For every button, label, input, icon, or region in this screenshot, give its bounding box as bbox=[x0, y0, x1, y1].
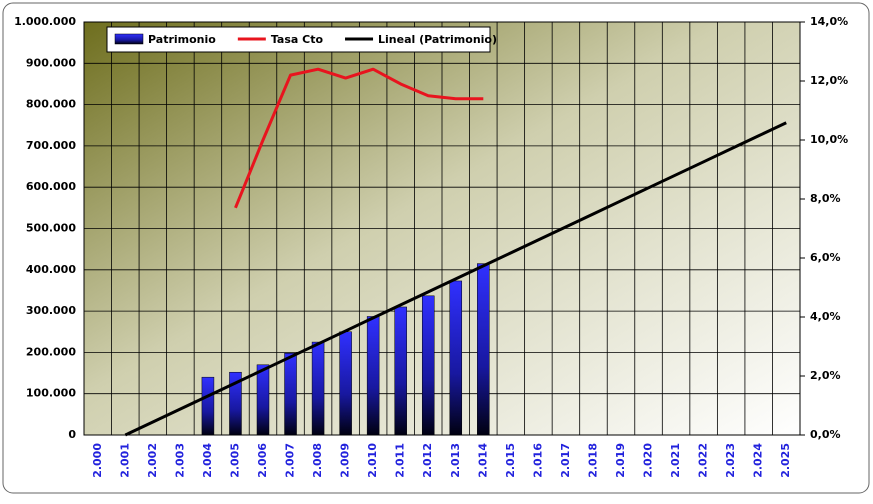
bar bbox=[366, 316, 380, 436]
y-tick-label: 100.000 bbox=[26, 387, 76, 400]
y2-tick-label: 6,0% bbox=[810, 251, 841, 264]
x-tick-label: 2.023 bbox=[724, 443, 737, 478]
y2-tick-label: 12,0% bbox=[810, 74, 848, 87]
x-tick-label: 2.006 bbox=[256, 443, 269, 478]
bar bbox=[477, 263, 490, 436]
x-tick-label: 2.003 bbox=[173, 443, 186, 478]
bar bbox=[339, 331, 352, 436]
y-tick-label: 200.000 bbox=[26, 345, 76, 358]
x-tick-label: 2.001 bbox=[118, 443, 131, 478]
legend-label: Patrimonio bbox=[148, 33, 216, 46]
x-tick-label: 2.022 bbox=[697, 443, 710, 478]
bar bbox=[284, 352, 297, 436]
x-tick-label: 2.000 bbox=[91, 443, 104, 478]
y-tick-label: 700.000 bbox=[26, 139, 76, 152]
x-tick-label: 2.014 bbox=[476, 443, 489, 478]
x-tick-label: 2.009 bbox=[339, 443, 352, 478]
x-tick-label: 2.020 bbox=[642, 443, 655, 478]
line bbox=[234, 67, 484, 209]
x-tick-label: 2.015 bbox=[504, 443, 517, 478]
y2-tick-label: 10,0% bbox=[810, 133, 848, 146]
y2-tick-label: 4,0% bbox=[810, 310, 841, 323]
y-tick-label: 300.000 bbox=[26, 304, 76, 317]
legend-label: Lineal (Patrimonio) bbox=[378, 33, 497, 46]
y2-tick-label: 0,0% bbox=[810, 428, 841, 441]
y2-tick-label: 8,0% bbox=[810, 192, 841, 205]
x-tick-label: 2.011 bbox=[394, 443, 407, 478]
legend-label: Tasa Cto bbox=[271, 33, 324, 46]
x-tick-label: 2.018 bbox=[586, 443, 599, 478]
bar bbox=[394, 306, 407, 436]
x-tick-label: 2.021 bbox=[669, 443, 682, 478]
y-tick-label: 900.000 bbox=[26, 56, 76, 69]
x-tick-label: 2.002 bbox=[146, 443, 159, 478]
x-tick-label: 2.019 bbox=[614, 443, 627, 478]
bar bbox=[421, 295, 435, 436]
y2-tick-label: 14,0% bbox=[810, 15, 848, 28]
bar bbox=[201, 376, 215, 436]
x-tick-label: 2.004 bbox=[201, 443, 214, 478]
x-tick-label: 2.012 bbox=[421, 443, 434, 478]
y-tick-label: 1.000.000 bbox=[14, 15, 76, 28]
legend-swatch bbox=[114, 33, 144, 45]
y-tick-label: 600.000 bbox=[26, 180, 76, 193]
x-tick-label: 2.017 bbox=[559, 443, 572, 478]
x-tick-label: 2.016 bbox=[531, 443, 544, 478]
bar bbox=[229, 371, 242, 436]
bar bbox=[311, 341, 325, 436]
x-tick-label: 2.024 bbox=[752, 443, 765, 478]
bar bbox=[256, 364, 270, 436]
y-tick-label: 0 bbox=[68, 428, 76, 441]
line bbox=[124, 121, 787, 437]
y2-tick-label: 2,0% bbox=[810, 369, 841, 382]
x-tick-label: 2.005 bbox=[228, 443, 241, 478]
x-tick-label: 2.007 bbox=[284, 443, 297, 478]
y-tick-label: 800.000 bbox=[26, 98, 76, 111]
bar bbox=[449, 280, 463, 436]
x-tick-label: 2.025 bbox=[779, 443, 792, 478]
x-tick-label: 2.008 bbox=[311, 443, 324, 478]
x-tick-label: 2.010 bbox=[366, 443, 379, 478]
y-tick-label: 500.000 bbox=[26, 222, 76, 235]
x-tick-label: 2.013 bbox=[449, 443, 462, 478]
legend-box bbox=[106, 26, 491, 53]
y-tick-label: 400.000 bbox=[26, 263, 76, 276]
